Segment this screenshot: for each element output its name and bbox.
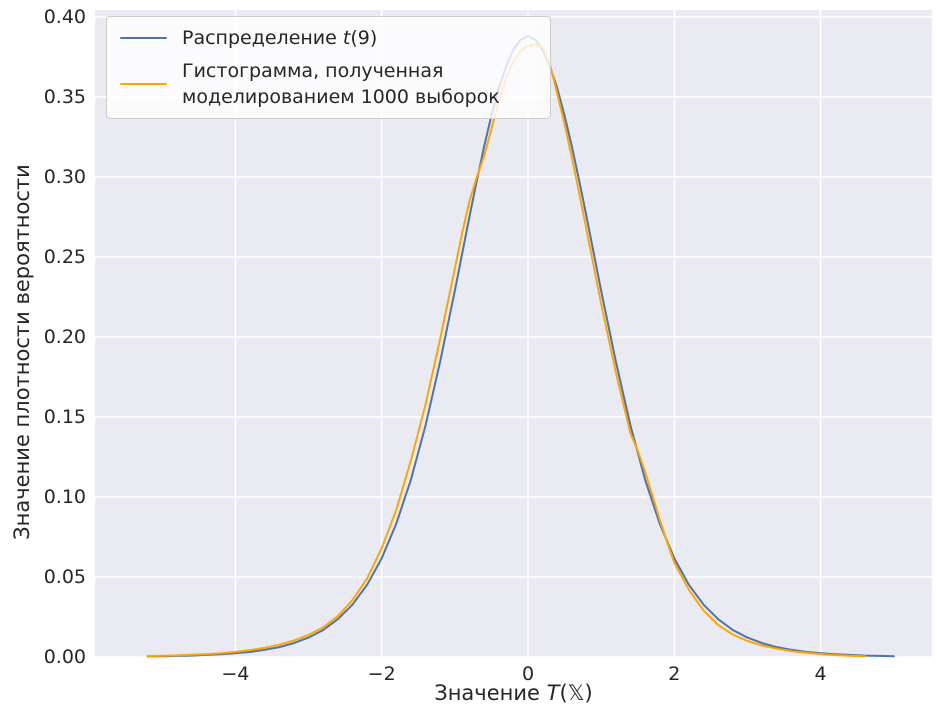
series-line-1 (146, 44, 866, 658)
plot-area: Распределение t(9) Гистограмма, полученн… (95, 10, 932, 658)
y-tick-label: 0.00 (43, 646, 86, 668)
x-tick-label: 0 (521, 663, 535, 685)
legend: Распределение t(9) Гистограмма, полученн… (106, 16, 551, 119)
y-axis-label: Значение плотности вероятности (10, 164, 34, 540)
legend-item-histogram: Гистограмма, полученная моделированием 10… (120, 58, 536, 110)
y-tick-label: 0.20 (43, 326, 86, 348)
x-tick-label: −4 (221, 663, 250, 685)
legend-label-t-distribution: Распределение t(9) (182, 27, 378, 49)
y-tick-label: 0.25 (43, 246, 86, 268)
x-tick-label: 2 (668, 663, 681, 685)
y-tick-label: 0.15 (43, 406, 86, 428)
y-tick-label: 0.30 (43, 166, 86, 188)
x-tick-label: −2 (367, 663, 396, 685)
legend-line-blue-icon (120, 37, 167, 39)
x-tick-label: 4 (814, 663, 827, 685)
legend-label-histogram: Гистограмма, полученная моделированием 10… (182, 60, 500, 108)
y-tick-label: 0.35 (43, 86, 86, 108)
y-tick-label: 0.05 (43, 566, 86, 588)
y-tick-label: 0.40 (43, 6, 86, 28)
y-tick-label: 0.10 (43, 486, 86, 508)
legend-line-orange-icon (120, 83, 167, 85)
x-axis-label: Значение T(𝕏) (434, 681, 593, 705)
series-line-0 (146, 35, 895, 658)
legend-item-t-distribution: Распределение t(9) (120, 25, 536, 51)
